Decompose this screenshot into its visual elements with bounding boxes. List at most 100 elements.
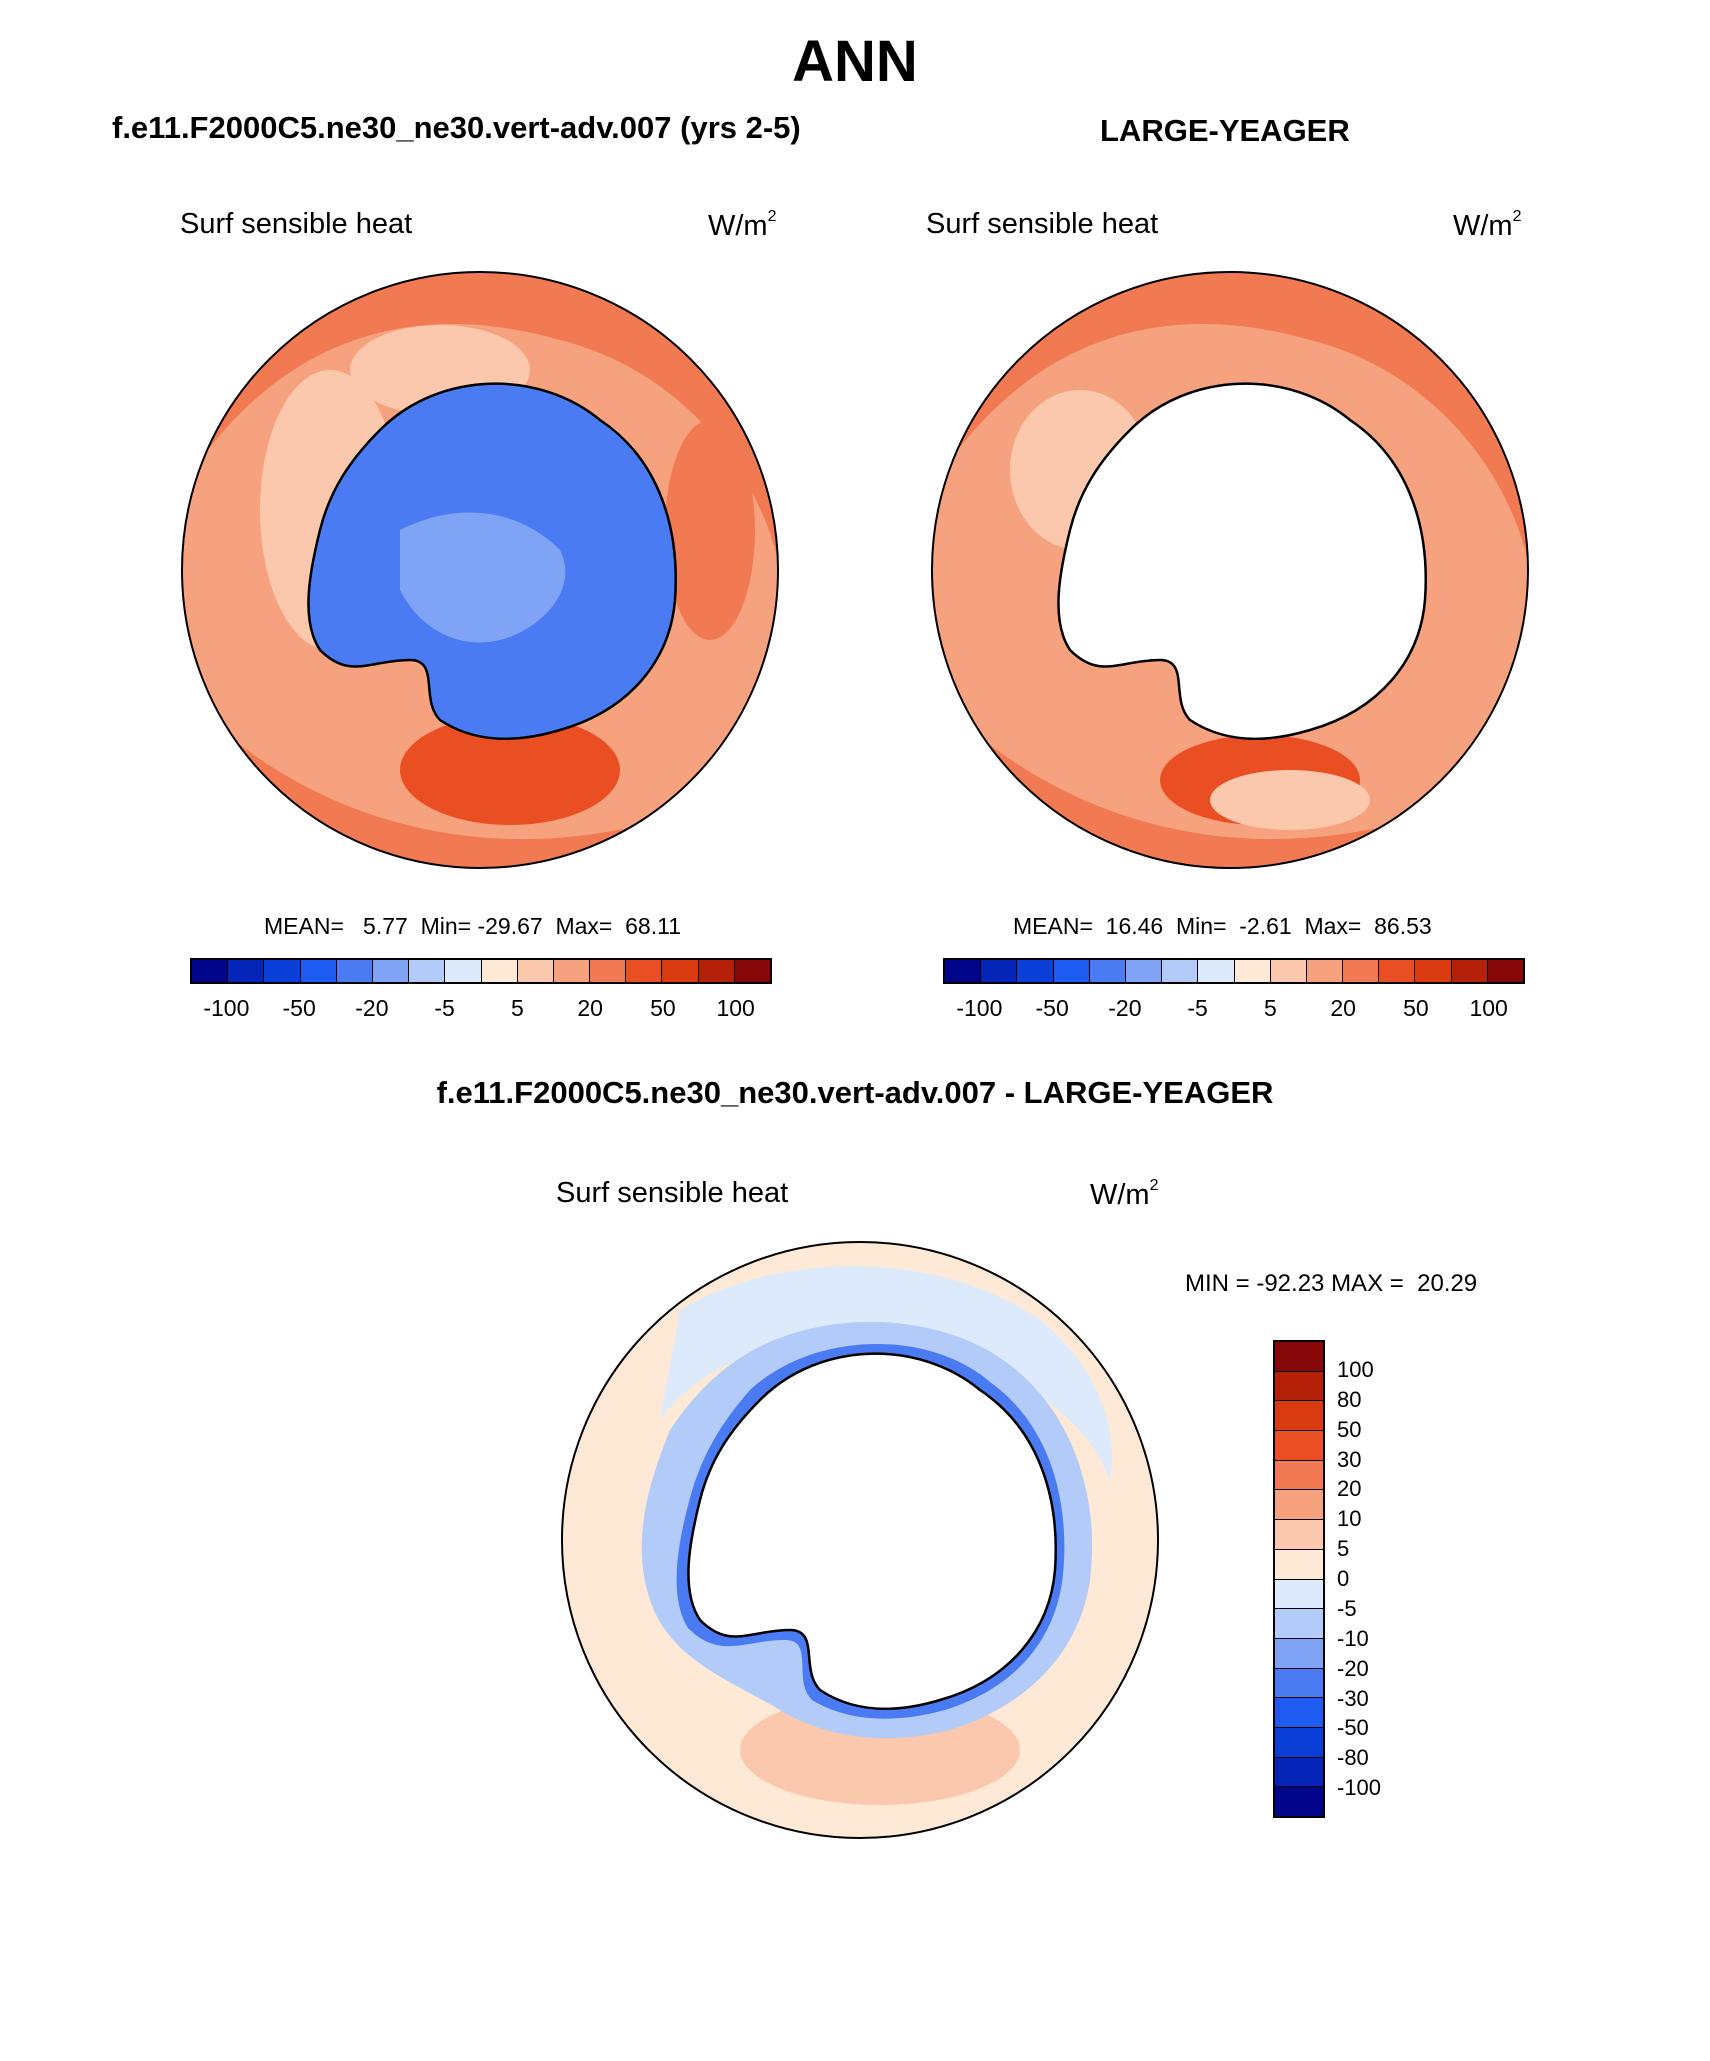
left-colorbar-box — [336, 960, 373, 982]
left-colorbar-tick-label: -5 — [434, 995, 455, 1021]
left-stats: MEAN= 5.77 Min= -29.67 Max= 68.11 — [264, 913, 681, 939]
diff-colorbar-tick-label: 0 — [1337, 1566, 1350, 1591]
right-colorbar-box — [1270, 960, 1307, 982]
right-colorbar-box — [1089, 960, 1126, 982]
left-colorbar-box — [481, 960, 518, 982]
diff-colorbar-box — [1275, 1668, 1323, 1699]
diff-colorbar-box — [1275, 1342, 1323, 1372]
right-colorbar-box — [1125, 960, 1163, 982]
left-colorbar-box — [445, 960, 482, 982]
left-colorbar-box — [409, 960, 446, 982]
diff-colorbar-box — [1275, 1460, 1323, 1491]
diff-colorbar-box — [1275, 1609, 1323, 1639]
right-colorbar-tick-label: -100 — [956, 995, 1003, 1021]
diff-colorbar-box — [1275, 1490, 1323, 1521]
left-colorbar-box — [192, 960, 229, 982]
left-colorbar — [190, 958, 772, 984]
left-warm-patch-east — [665, 420, 755, 640]
left-colorbar-tick-label: 50 — [650, 995, 676, 1021]
diff-colorbar-box — [1275, 1401, 1323, 1432]
left-units-label: W/m2 — [708, 208, 777, 242]
right-colorbar-box — [1415, 960, 1452, 982]
diff-map-border — [561, 1241, 1159, 1839]
diff-colorbar-box — [1275, 1638, 1323, 1669]
diff-polar-map — [561, 1241, 1159, 1839]
diff-colorbar-tick-label: 100 — [1337, 1356, 1374, 1382]
diff-colorbar-tick-label: 50 — [1337, 1416, 1362, 1442]
diff-colorbar-tick-label: 5 — [1337, 1536, 1350, 1562]
diff-panel-title: f.e11.F2000C5.ne30_ne30.vert-adv.007 - L… — [436, 1075, 1274, 1110]
diff-colorbar-box — [1275, 1549, 1323, 1580]
diff-colorbar-box — [1275, 1431, 1323, 1461]
right-colorbar-tick-label: -20 — [1108, 995, 1142, 1021]
right-colorbar-tick-label: 5 — [1263, 995, 1277, 1021]
diff-colorbar-tick-label: -30 — [1337, 1685, 1369, 1711]
right-map-border — [931, 271, 1529, 869]
right-antarctica-land — [1057, 382, 1427, 740]
right-colorbar-box — [1234, 960, 1271, 982]
right-colorbar-box — [1162, 960, 1199, 982]
right-colorbar-box — [1306, 960, 1344, 982]
diff-colorbar-tick-label: -80 — [1337, 1745, 1369, 1771]
diff-colorbar-box — [1275, 1757, 1323, 1788]
left-colorbar-box — [264, 960, 301, 982]
right-colorbar-box — [1053, 960, 1090, 982]
left-colorbar-box — [590, 960, 627, 982]
right-light-patch-south — [1210, 770, 1370, 830]
right-colorbar-tick-label: -50 — [1035, 995, 1069, 1021]
diff-colorbar-box — [1275, 1787, 1323, 1816]
diff-colorbar-box — [1275, 1698, 1323, 1728]
left-colorbar-box — [228, 960, 265, 982]
left-colorbar-tick-label: -50 — [282, 995, 316, 1021]
right-colorbar-box — [1198, 960, 1235, 982]
diff-colorbar-tick-label: 30 — [1337, 1446, 1362, 1472]
diff-colorbar-tick-label: 80 — [1337, 1386, 1362, 1412]
right-colorbar-box — [1343, 960, 1380, 982]
left-colorbar-tick-label: 20 — [577, 995, 603, 1021]
right-colorbar-labels: -100 -50 -20 -5 5 20 50 100 — [943, 995, 1525, 1025]
right-colorbar-tick-label: 50 — [1403, 995, 1429, 1021]
left-colorbar-box — [372, 960, 410, 982]
left-map-border — [181, 271, 779, 869]
right-panel-title: LARGE-YEAGER — [1100, 113, 1350, 148]
right-colorbar-box — [1451, 960, 1488, 982]
left-colorbar-tick-label: 100 — [716, 995, 755, 1021]
right-colorbar — [943, 958, 1525, 984]
diff-colorbar-box — [1275, 1727, 1323, 1758]
diff-variable-label: Surf sensible heat — [556, 1177, 789, 1209]
left-warm-band-south — [182, 670, 778, 868]
left-warm-patch — [400, 715, 620, 825]
diff-stats: MIN = -92.23 MAX = 20.29 — [1185, 1270, 1478, 1297]
diff-colorbar-tick-label: 10 — [1337, 1506, 1362, 1532]
left-polar-map — [181, 271, 779, 869]
figure-title: ANN — [792, 29, 918, 94]
right-polar-map — [931, 271, 1529, 869]
left-panel-title: f.e11.F2000C5.ne30_ne30.vert-adv.007 (yr… — [112, 110, 801, 145]
left-colorbar-tick-label: 5 — [510, 995, 524, 1021]
diff-units-label: W/m2 — [1090, 1177, 1159, 1211]
left-colorbar-box — [300, 960, 337, 982]
diff-colorbar-tick-label: -20 — [1337, 1655, 1369, 1681]
left-colorbar-tick-label: -20 — [355, 995, 389, 1021]
left-colorbar-box — [626, 960, 663, 982]
diff-colorbar-labels: 100 80 50 30 20 10 5 0 -5 -10 -20 -30 -50 -80 -100 — [1337, 1340, 1417, 1818]
diff-colorbar-tick-label: -5 — [1337, 1595, 1357, 1621]
left-colorbar-labels: -100 -50 -20 -5 5 20 50 100 — [190, 995, 772, 1025]
right-colorbar-tick-label: 20 — [1330, 995, 1356, 1021]
left-variable-label: Surf sensible heat — [180, 208, 413, 240]
left-colorbar-box — [662, 960, 699, 982]
right-colorbar-box — [981, 960, 1018, 982]
right-colorbar-box — [945, 960, 982, 982]
diff-antarctica-land — [687, 1352, 1057, 1710]
diff-colorbar-box — [1275, 1371, 1323, 1402]
right-units-label: W/m2 — [1453, 208, 1522, 242]
right-colorbar-tick-label: 100 — [1469, 995, 1508, 1021]
right-warm-band-north — [932, 272, 1528, 570]
left-colorbar-box — [553, 960, 591, 982]
right-stats: MEAN= 16.46 Min= -2.61 Max= 86.53 — [1013, 913, 1432, 939]
diff-colorbar — [1273, 1340, 1325, 1818]
diff-colorbar-box — [1275, 1520, 1323, 1550]
diff-cool-north — [660, 1266, 1112, 1480]
right-colorbar-tick-label: -5 — [1187, 995, 1208, 1021]
diff-colorbar-tick-label: -50 — [1337, 1715, 1369, 1741]
